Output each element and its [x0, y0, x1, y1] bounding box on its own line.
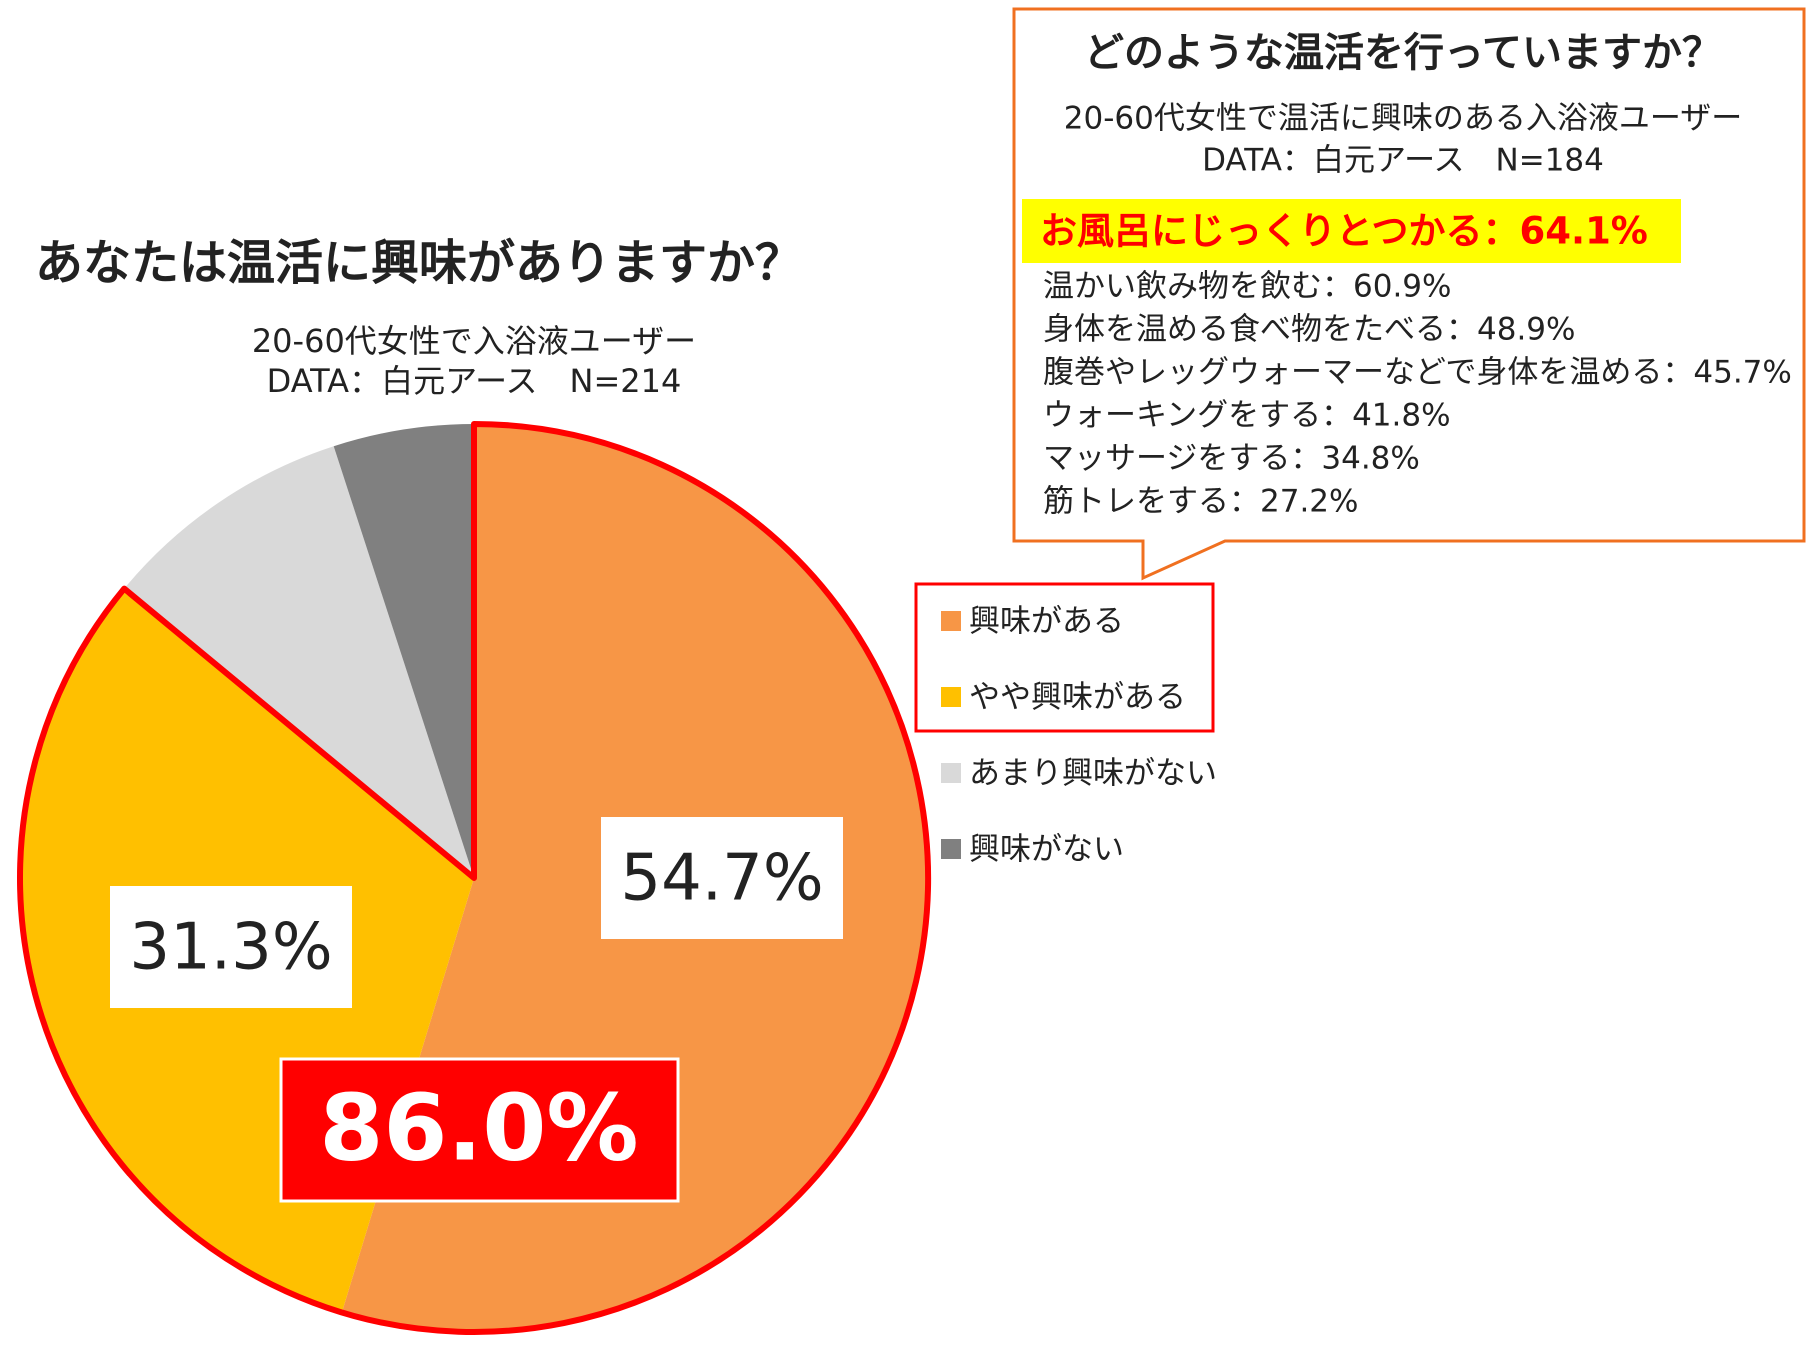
total-label: 86.0%	[319, 1074, 638, 1181]
data-label-bg	[601, 817, 843, 939]
legend-highlight-box	[914, 582, 1215, 733]
chart-title: あなたは温活に興味がありますか？	[35, 235, 803, 291]
callout-item: 筋トレをする：27.2%	[1043, 484, 1358, 520]
callout-subtitle: 20-60代女性で温活に興味のある入浴液ユーザー	[1064, 101, 1742, 137]
callout-title: どのような温活を行っていますか？	[1084, 30, 1722, 76]
callout-item: ウォーキングをする：41.8%	[1043, 398, 1451, 434]
legend-label: やや興味がある	[969, 680, 1186, 716]
legend-label: 興味がある	[969, 604, 1124, 640]
pie-slice	[333, 424, 474, 878]
data-label-bg	[110, 886, 352, 1008]
callout-item: 身体を温める食べ物をたべる：48.9%	[1043, 312, 1575, 348]
legend-label: 興味がない	[969, 832, 1124, 868]
data-label: 54.7%	[620, 842, 823, 916]
callout-items: 温かい飲み物を飲む：60.9% 身体を温める食べ物をたべる：48.9% 腹巻やレッグ…	[1043, 269, 1792, 520]
callout-item: 温かい飲み物を飲む：60.9%	[1043, 269, 1451, 305]
callout-highlight: お風呂にじっくりとつかる：64.1%	[1040, 210, 1648, 253]
legend-swatch	[941, 687, 961, 707]
pie-slice	[124, 446, 475, 878]
callout-item: マッサージをする：34.8%	[1043, 441, 1420, 477]
legend-label: あまり興味がない	[969, 756, 1217, 792]
total-label-bg	[279, 1057, 680, 1203]
legend-swatch	[941, 839, 961, 859]
callout-box	[1012, 7, 1806, 581]
subtitle: 20-60代女性で入浴液ユーザー	[252, 322, 696, 360]
callout-item: 腹巻やレッグウォーマーなどで身体を温める：45.7%	[1043, 355, 1792, 391]
data-label: 31.3%	[129, 911, 332, 985]
callout-subtitle: DATA：白元アース N=184	[1202, 143, 1604, 179]
legend-swatch	[941, 763, 961, 783]
legend-swatch	[941, 611, 961, 631]
pie: 54.7% 31.3% 86.0%	[17, 421, 931, 1335]
highlight-outline	[17, 421, 931, 1335]
callout-highlight-bg	[1022, 199, 1681, 263]
subtitle: DATA：白元アース N=214	[267, 362, 682, 400]
